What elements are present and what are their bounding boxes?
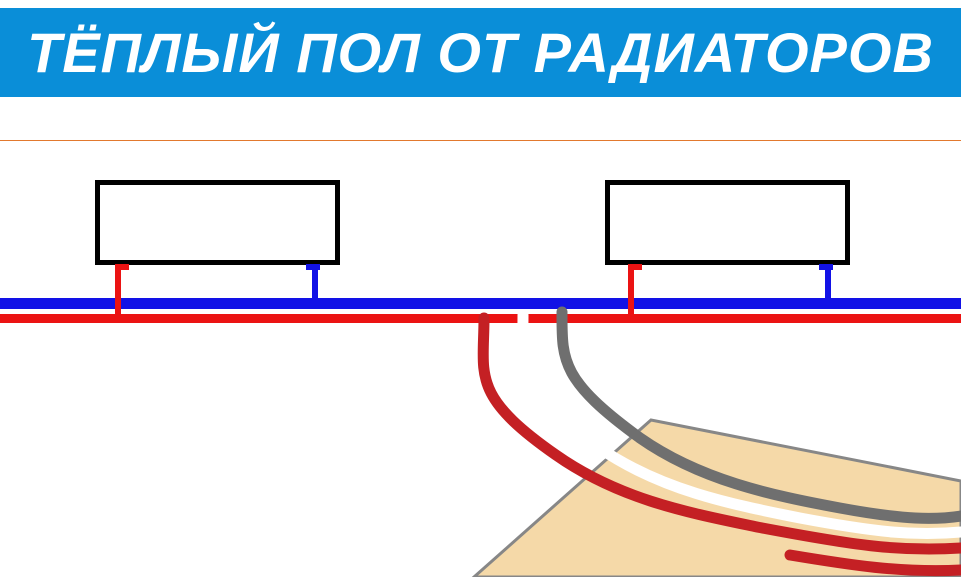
- riser-right-supply: [628, 264, 634, 320]
- floor-loop-supply: [483, 318, 961, 571]
- floor-slab: [474, 420, 961, 577]
- title-banner: ТЁПЛЫЙ ПОЛ ОТ РАДИАТОРОВ: [0, 8, 961, 97]
- radiator-right: [605, 180, 850, 265]
- main-pipe-red: [0, 314, 961, 323]
- riser-cap-3: [819, 264, 833, 270]
- floor-loop-gap: [523, 315, 961, 534]
- divider-line: [0, 140, 961, 141]
- riser-left-return: [312, 264, 318, 306]
- riser-cap-1: [306, 264, 320, 270]
- floor-loop-return: [562, 312, 961, 518]
- riser-cap-0: [115, 264, 129, 270]
- radiator-left: [95, 180, 340, 265]
- riser-left-supply: [115, 264, 121, 320]
- riser-right-return: [825, 264, 831, 306]
- main-pipe-blue: [0, 298, 961, 309]
- riser-cap-2: [628, 264, 642, 270]
